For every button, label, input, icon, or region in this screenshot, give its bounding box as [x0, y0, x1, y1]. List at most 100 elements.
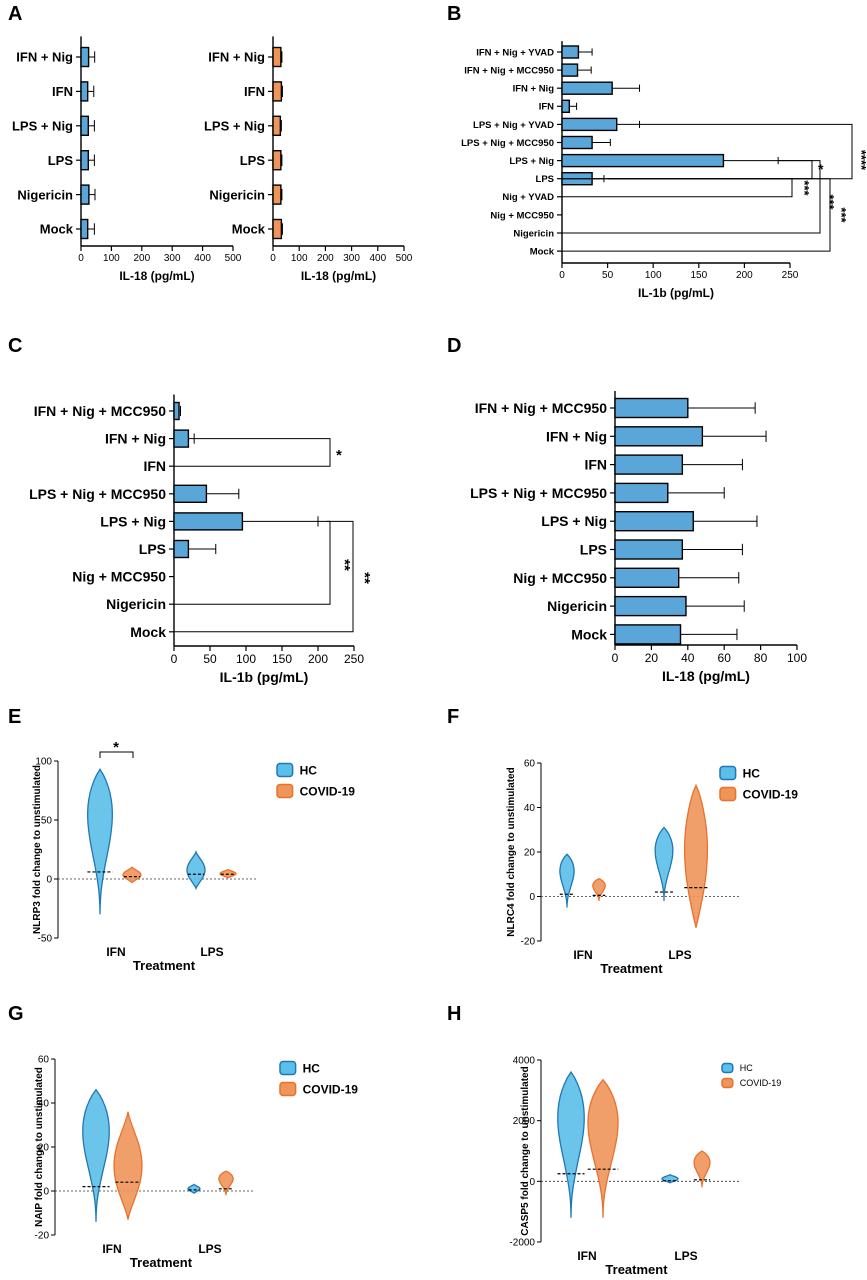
panel-G-legend-label: HC: [303, 1061, 321, 1075]
panel-A-category-label: IFN: [244, 84, 265, 99]
panel-H-y-tick-label: -2000: [509, 1238, 535, 1249]
panel-letter-a: A: [8, 3, 22, 25]
panel-C-category-label: Nigericin: [106, 596, 166, 612]
panel-D-category-label: IFN: [584, 457, 607, 473]
panel-C-x-tick-label: 100: [236, 652, 256, 666]
panel-F-y-tick-label: -20: [521, 937, 536, 948]
panel-letter-f: F: [447, 706, 459, 728]
panel-A-bar: [80, 81, 89, 102]
panel-E-legend-label: HC: [300, 763, 318, 777]
panel-D-x-tick-label: 100: [787, 651, 807, 665]
panel-G-legend-swatch: [279, 1081, 297, 1097]
panel-E-legend-swatch: [276, 783, 294, 799]
panel-D-category-label: LPS: [580, 542, 607, 558]
panel-F-violin-hc: [559, 853, 575, 908]
panel-B-category-label: LPS + Nig + MCC950: [461, 138, 554, 149]
panel-C-category-label: IFN + Nig: [105, 431, 166, 447]
panel-B-x-tick-label: 100: [645, 270, 662, 281]
panel-C-category-label: LPS + Nig + MCC950: [29, 486, 166, 502]
panel-C-x-tick-label: 0: [171, 652, 178, 666]
panel-D-bar: [614, 454, 684, 475]
panel-H-violin-hc: [557, 1070, 585, 1218]
panel-C-bar: [173, 484, 208, 503]
panel-B-x-tick-label: 200: [736, 270, 753, 281]
panel-B-bar: [561, 153, 725, 168]
panel-D-bar: [614, 595, 687, 617]
panel-A-bar: [272, 81, 283, 102]
panel-D-category-label: Nigericin: [547, 598, 607, 614]
panel-B-category-label: Nig + MCC950: [490, 210, 554, 221]
panel-C-bar: [173, 539, 190, 559]
panel-A-category-label: LPS: [48, 153, 74, 168]
panel-letter-c: C: [8, 335, 22, 357]
panel-E-significance: *: [113, 739, 119, 756]
panel-A-bar: [80, 46, 90, 68]
panel-H-violin-hc: [661, 1173, 679, 1184]
panel-B-bar: [561, 99, 570, 114]
panel-letter-e: E: [8, 706, 21, 728]
panel-A-category-label: IFN: [52, 84, 73, 99]
panel-B-significance: ***: [797, 180, 812, 196]
panel-G-legend-swatch: [279, 1060, 297, 1076]
panel-B-significance: *: [818, 161, 824, 177]
panel-F-legend-swatch: [719, 765, 737, 781]
panel-D-category-label: LPS + Nig: [541, 513, 607, 529]
panel-D-bar: [614, 624, 682, 645]
panel-H-y-tick-label: 2000: [513, 1116, 536, 1127]
panel-B-x-tick-label: 250: [782, 270, 799, 281]
panel-D-x-tick-label: 80: [754, 651, 768, 665]
panel-B-significance: ***: [822, 194, 837, 210]
panel-F-legend-label: HC: [743, 766, 761, 780]
panel-H-violin-covid: [587, 1078, 619, 1218]
panel-A-x-tick-label: 300: [164, 253, 181, 264]
panel-C-bar: [173, 512, 244, 531]
panel-G-x-tick-label: LPS: [198, 1242, 221, 1256]
panel-letter-d: D: [447, 335, 461, 357]
panel-G-y-tick-label: 0: [43, 1187, 49, 1198]
panel-E-x-tick-label: LPS: [200, 945, 223, 959]
panel-G-x-tick-label: IFN: [102, 1242, 121, 1256]
panel-H-legend-swatch: [721, 1077, 734, 1089]
panel-B-bar: [561, 135, 593, 150]
panel-C-bracket: [174, 520, 354, 633]
panel-D-category-label: LPS + Nig + MCC950: [470, 485, 607, 501]
panel-H-violin-covid: [693, 1150, 711, 1188]
panel-C-x-tick-label: 150: [272, 652, 292, 666]
panel-A-x-tick-label: 400: [194, 253, 211, 264]
panel-A-x-tick-label: 100: [291, 253, 308, 264]
panel-A-bar: [272, 184, 282, 205]
panel-D-bar: [614, 482, 669, 504]
panel-E-y-axis-label: NLRP3 fold change to unstimulated: [32, 765, 43, 934]
panel-F-violin-covid: [592, 877, 606, 901]
panel-B-category-label: Mock: [530, 247, 555, 258]
panel-B-x-axis-label: IL-1b (pg/mL): [638, 286, 714, 300]
panel-A-category-label: Mock: [40, 222, 74, 237]
panel-A-bar: [80, 184, 90, 205]
panel-F-y-tick-label: 20: [524, 848, 536, 859]
panel-C-x-axis-label: IL-1b (pg/mL): [220, 669, 309, 685]
panel-G-legend-label: COVID-19: [303, 1082, 359, 1096]
panel-H-legend-label: COVID-19: [740, 1078, 782, 1088]
panel-G-y-tick-label: 40: [38, 1099, 50, 1110]
panel-G-violin-covid: [218, 1170, 234, 1196]
panel-E-bracket: [99, 751, 134, 758]
panel-A-category-label: IFN + Nig: [16, 50, 73, 65]
panel-C-significance: **: [356, 572, 373, 584]
panel-D-category-label: IFN + Nig: [546, 428, 607, 444]
panel-A-category-label: IFN + Nig: [208, 50, 265, 65]
panel-C-category-label: LPS: [139, 541, 166, 557]
panel-F-x-tick-label: IFN: [573, 948, 592, 962]
panel-B-x-tick-label: 0: [559, 270, 565, 281]
panel-B-bracket: [607, 123, 853, 180]
panel-E-y-tick-label: 50: [41, 816, 53, 827]
panel-A-category-label: Mock: [232, 222, 266, 237]
panel-G-y-tick-label: 60: [38, 1055, 50, 1066]
panel-A-bar: [272, 46, 282, 68]
panel-C-bar: [173, 401, 180, 421]
panel-D-x-axis-label: IL-18 (pg/mL): [662, 668, 750, 684]
panel-G-violin-hc: [187, 1183, 201, 1195]
panel-B-category-label: Nig + YVAD: [502, 192, 554, 203]
panel-D-x-tick-label: 40: [681, 651, 695, 665]
panel-B-category-label: IFN + Nig: [513, 84, 555, 95]
